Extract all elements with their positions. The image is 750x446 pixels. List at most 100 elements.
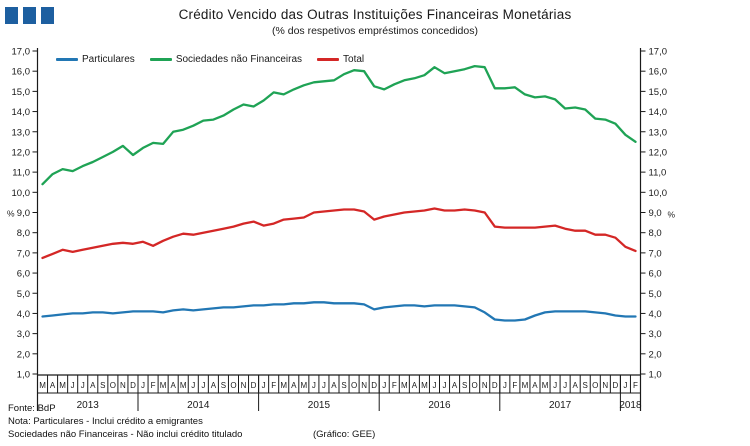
month-label: A: [573, 381, 579, 390]
legend-item-total: Total: [317, 54, 364, 65]
y-tick-label-left: 13,0: [12, 127, 31, 138]
y-tick-label-right: 14,0: [649, 107, 668, 118]
y-tick-label-left: 12,0: [12, 147, 31, 158]
series-line-total: [41, 207, 637, 260]
year-label: 2013: [77, 400, 100, 411]
series-line-sociedades-n-o-financeiras: [41, 64, 637, 186]
year-label: 2016: [428, 400, 451, 411]
y-tick-label-left: 4,0: [17, 309, 30, 320]
y-tick-label-left: 17,0: [12, 47, 31, 58]
month-label: N: [120, 381, 126, 390]
y-tick-label-right: 6,0: [649, 269, 662, 280]
y-tick-label-right: 17,0: [649, 47, 668, 58]
logo-square-icon: [5, 7, 18, 24]
month-label: J: [563, 381, 567, 390]
month-label: M: [421, 381, 428, 390]
month-label: O: [110, 381, 116, 390]
year-label: 2017: [549, 400, 572, 411]
month-label: A: [412, 381, 418, 390]
month-label: F: [151, 381, 156, 390]
y-tick-label-left: 1,0: [17, 370, 30, 381]
month-label: S: [583, 381, 588, 390]
month-label: J: [201, 381, 205, 390]
month-label: M: [522, 381, 529, 390]
month-label: A: [211, 381, 217, 390]
y-tick-label-left: 8,0: [17, 228, 30, 239]
y-tick-label-right: 4,0: [649, 309, 662, 320]
month-label: O: [230, 381, 236, 390]
month-label: D: [612, 381, 618, 390]
note-particulares: Nota: Particulares - Inclui crédito a em…: [8, 416, 203, 427]
y-axis-unit-left: %: [7, 209, 15, 219]
y-tick-label-left: 3,0: [17, 329, 30, 340]
month-label: M: [542, 381, 549, 390]
month-label: S: [221, 381, 226, 390]
y-tick-label-right: 8,0: [649, 228, 662, 239]
month-label: M: [39, 381, 46, 390]
month-label: D: [492, 381, 498, 390]
month-label: J: [81, 381, 85, 390]
y-tick-label-left: 11,0: [12, 168, 30, 179]
y-tick-label-right: 10,0: [649, 188, 668, 199]
month-label: J: [503, 381, 507, 390]
month-label: N: [361, 381, 367, 390]
month-label: A: [90, 381, 96, 390]
month-label: N: [482, 381, 488, 390]
month-label: J: [553, 381, 557, 390]
month-label: M: [160, 381, 167, 390]
y-tick-label-right: 13,0: [649, 127, 668, 138]
chart-legend: Particulares Sociedades não Financeiras To…: [56, 54, 364, 65]
y-tick-label-right: 12,0: [649, 147, 668, 158]
legend-line-icon: [56, 58, 78, 61]
month-label: F: [512, 381, 517, 390]
logo-square-icon: [23, 7, 36, 24]
source-note: Fonte: BdP: [8, 403, 56, 414]
month-label: M: [180, 381, 187, 390]
y-tick-label-left: 2,0: [17, 349, 30, 360]
legend-label: Sociedades não Financeiras: [175, 54, 303, 65]
month-label: M: [300, 381, 307, 390]
y-tick-label-left: 14,0: [12, 107, 31, 118]
month-label: M: [280, 381, 287, 390]
month-label: J: [322, 381, 326, 390]
month-label: O: [472, 381, 478, 390]
year-label: 2015: [308, 400, 331, 411]
month-label: D: [130, 381, 136, 390]
month-label: J: [191, 381, 195, 390]
month-label: S: [100, 381, 105, 390]
y-tick-label-left: 15,0: [12, 87, 31, 98]
y-tick-label-right: 9,0: [649, 208, 662, 219]
y-tick-label-right: 15,0: [649, 87, 668, 98]
y-tick-label-left: 7,0: [17, 248, 30, 259]
year-label: 2018: [619, 400, 642, 411]
y-tick-label-right: 2,0: [649, 349, 662, 360]
month-label: A: [291, 381, 297, 390]
month-label: D: [251, 381, 257, 390]
month-label: A: [50, 381, 56, 390]
month-label: A: [532, 381, 538, 390]
month-label: A: [171, 381, 177, 390]
legend-label: Total: [343, 54, 365, 65]
logo-icon: [5, 7, 54, 24]
month-label: F: [633, 381, 638, 390]
month-label: M: [59, 381, 66, 390]
month-label: N: [602, 381, 608, 390]
legend-item-particulares: Particulares: [56, 54, 135, 65]
y-tick-label-left: 6,0: [17, 269, 30, 280]
logo-square-icon: [41, 7, 54, 24]
month-label: F: [271, 381, 276, 390]
chart-header: Crédito Vencido das Outras Instituições …: [0, 7, 750, 37]
note-sociedades: Sociedades não Financeiras - Não inclui …: [8, 429, 243, 440]
month-label: J: [432, 381, 436, 390]
month-label: J: [443, 381, 447, 390]
month-label: S: [341, 381, 346, 390]
legend-line-icon: [149, 58, 172, 61]
y-tick-label-right: 7,0: [649, 248, 662, 259]
y-tick-label-right: 3,0: [649, 329, 662, 340]
month-label: D: [371, 381, 377, 390]
series-line-particulares: [41, 301, 637, 322]
page-subtitle: (% dos respetivos empréstimos concedidos…: [271, 25, 478, 37]
credit-note: (Gráfico: GEE): [313, 429, 376, 440]
